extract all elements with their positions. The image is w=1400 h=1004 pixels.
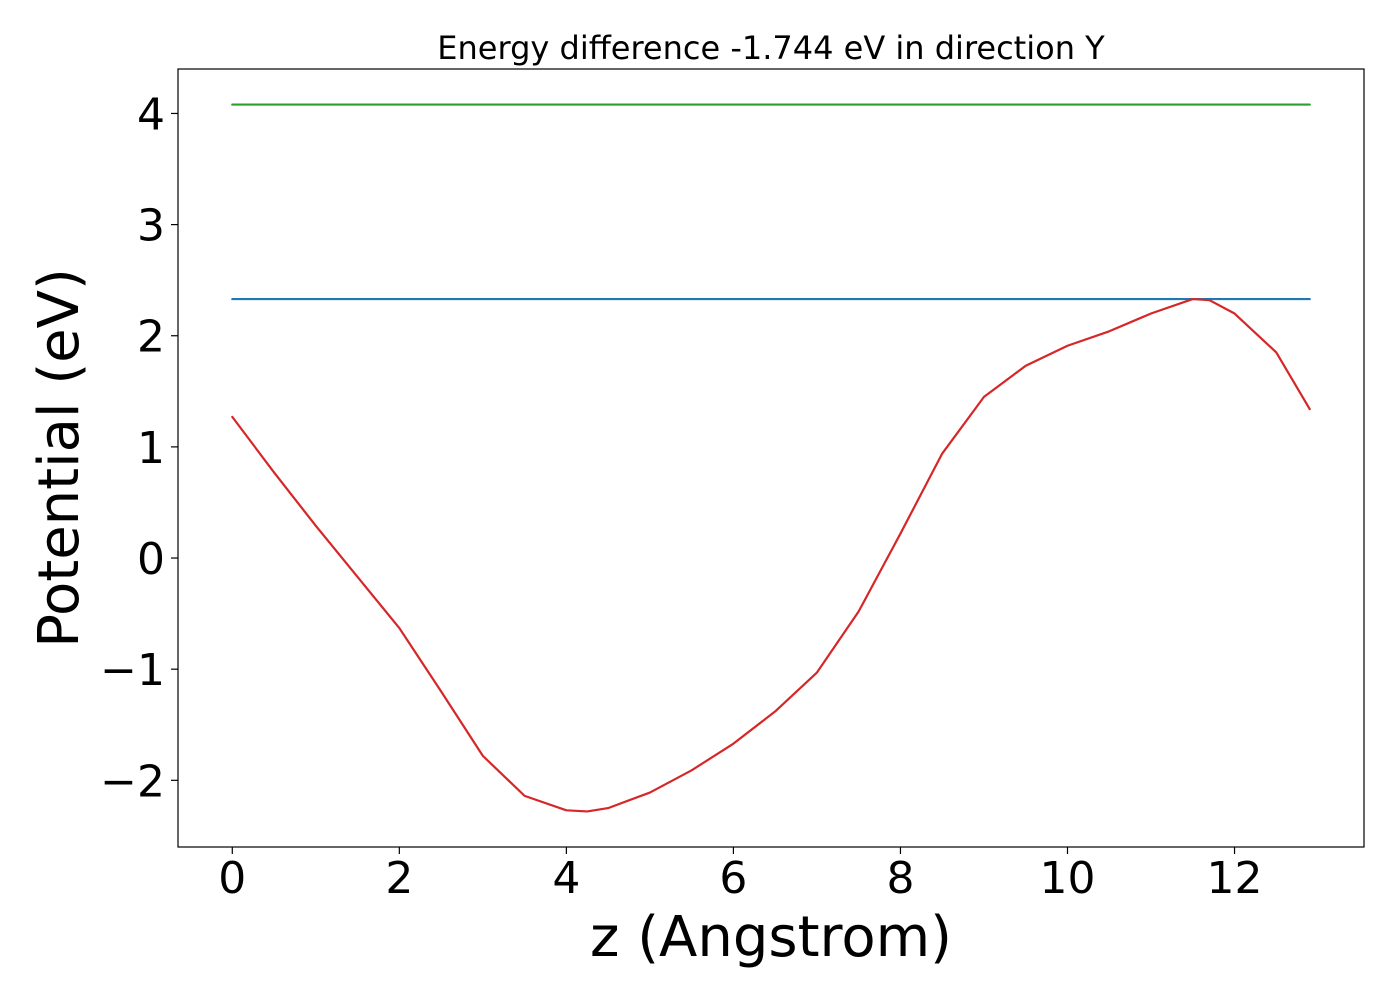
x-axis-label: z (Angstrom) [590, 905, 952, 970]
x-tick-label: 0 [218, 853, 246, 904]
x-tick-label: 12 [1207, 853, 1263, 904]
x-axis: 0 2 4 6 8 10 12 [218, 847, 1263, 904]
x-tick-label: 2 [385, 853, 413, 904]
y-tick-label: 4 [137, 89, 165, 140]
x-tick-label: 6 [719, 853, 747, 904]
chart-title: Energy difference -1.744 eV in direction… [437, 29, 1105, 67]
plot-frame [177, 68, 1365, 848]
y-axis-label: Potential (eV) [27, 268, 92, 648]
series-line-3 [231, 297, 1311, 813]
y-tick-label: 0 [137, 534, 165, 585]
y-tick-label: 2 [137, 312, 165, 363]
y-axis: −2 −1 0 1 2 3 4 [100, 89, 178, 807]
x-tick-label: 8 [886, 853, 914, 904]
x-tick-label: 10 [1040, 853, 1096, 904]
y-tick-label: −1 [100, 645, 165, 696]
y-tick-label: −2 [100, 756, 165, 807]
y-tick-label: 3 [137, 201, 165, 252]
series-layer [231, 103, 1311, 813]
y-tick-label: 1 [137, 423, 165, 474]
x-tick-label: 4 [552, 853, 580, 904]
